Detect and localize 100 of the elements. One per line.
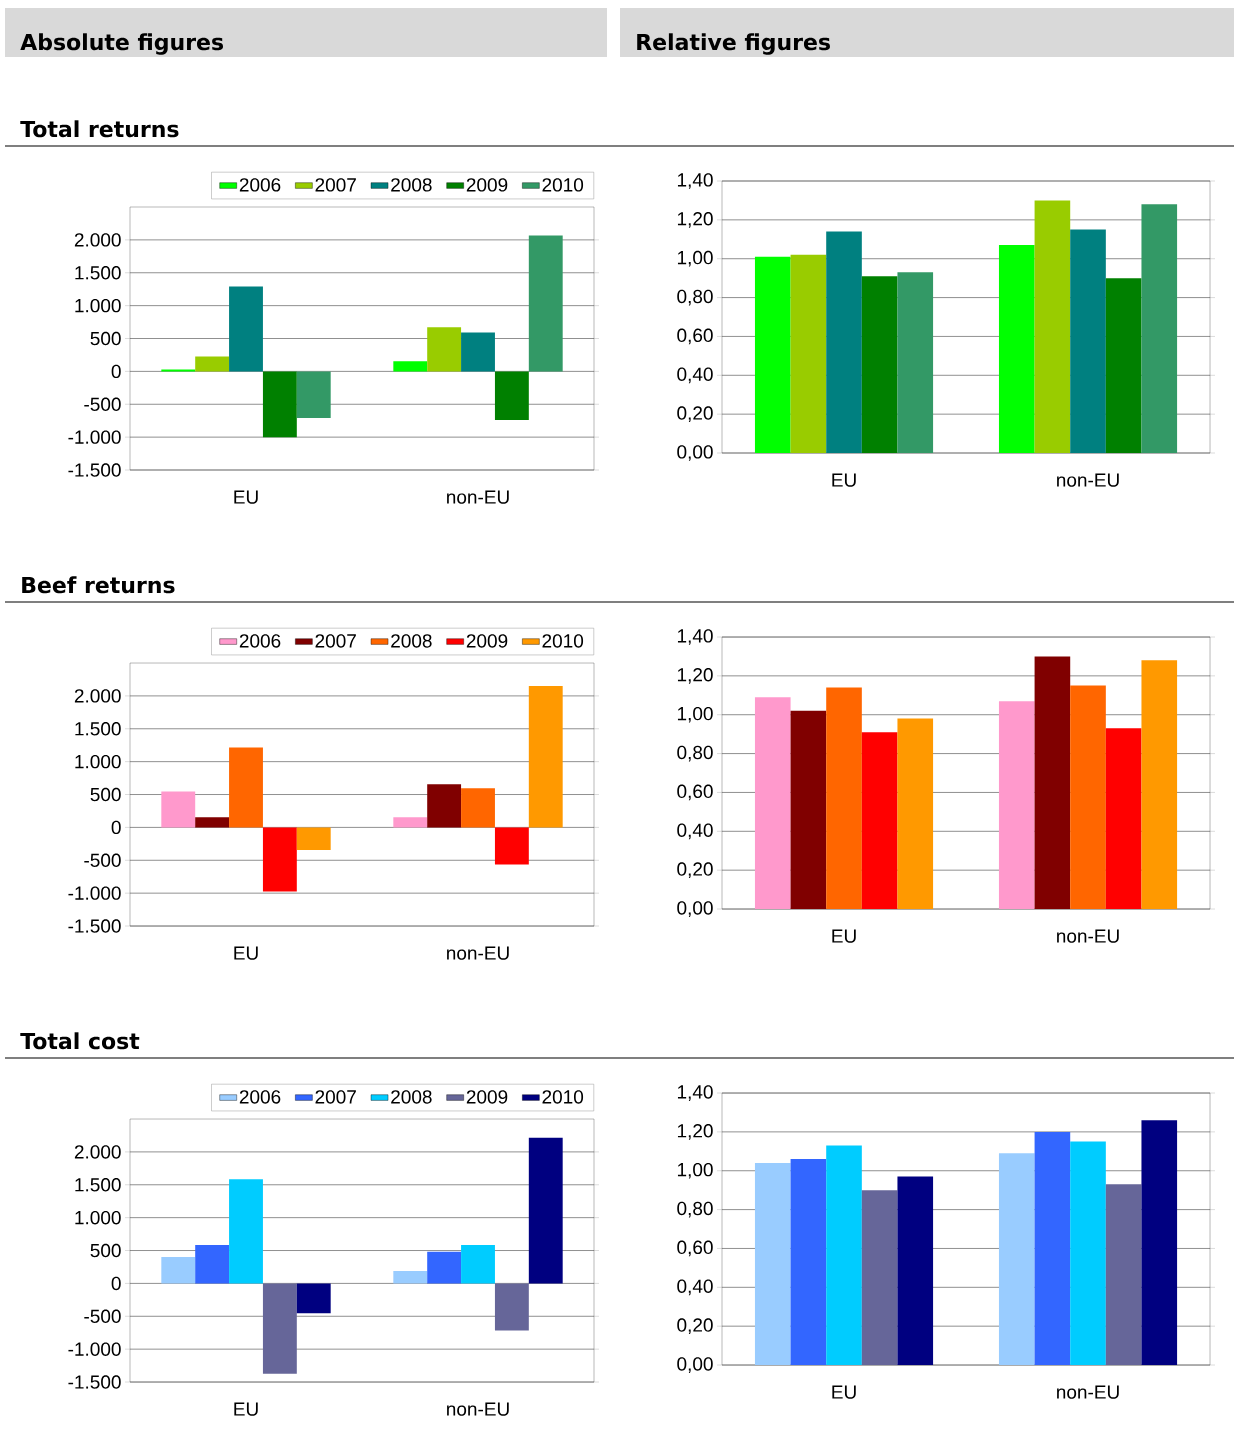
legend-label: 2009: [466, 178, 508, 192]
y-tick-label: 1,40: [677, 629, 713, 645]
x-tick-label: EU: [234, 946, 258, 960]
legend-label: 2008: [391, 178, 432, 192]
y-tick-label: -1.500: [68, 919, 121, 933]
bar: [262, 1283, 297, 1374]
legend-label: 2010: [542, 634, 584, 648]
bar: [296, 371, 331, 419]
bar: [998, 701, 1035, 910]
bar: [494, 1283, 529, 1331]
y-tick-label: 0,80: [677, 745, 713, 762]
bar: [1034, 1131, 1071, 1366]
bar: [790, 1159, 827, 1366]
y-tick-label: -1.000: [68, 886, 121, 900]
bar: [161, 791, 196, 828]
chart-title: Total returns: [20, 120, 179, 138]
bar: [494, 371, 529, 421]
legend-label: 2006: [239, 1090, 281, 1104]
chart-subtitle: Relative figures: [637, 33, 830, 55]
y-tick-label: 1.000: [75, 1210, 121, 1225]
legend-label: 2009: [466, 634, 508, 648]
bar: [754, 697, 791, 910]
bar: [754, 1162, 791, 1366]
y-tick-label: 1,20: [677, 668, 713, 684]
y-tick-label: 0,60: [677, 1240, 713, 1257]
y-tick-label: 1.500: [75, 266, 121, 280]
y-tick-label: 0,00: [677, 901, 713, 917]
bar: [790, 710, 827, 910]
y-tick-label: 1,40: [677, 173, 713, 189]
bar: [1105, 1184, 1142, 1366]
chart-title: Beef returns: [22, 576, 175, 594]
y-tick-label: 1,40: [677, 1085, 713, 1101]
x-tick-label: EU: [832, 1385, 856, 1399]
bar: [861, 732, 898, 910]
x-tick-label: EU: [832, 473, 856, 487]
bar: [461, 788, 495, 828]
bar: [427, 784, 462, 828]
bar: [1070, 229, 1106, 454]
y-tick-label: 1,00: [677, 250, 713, 267]
legend-label: 2006: [239, 178, 281, 192]
bar: [528, 235, 563, 372]
y-tick-label: 0: [111, 364, 121, 379]
y-tick-label: 1.000: [75, 298, 121, 313]
y-tick-label: 1,20: [677, 212, 713, 228]
y-tick-label: 0,80: [677, 289, 713, 306]
bar: [229, 1179, 263, 1284]
bar: [296, 1283, 331, 1314]
bar: [897, 1176, 934, 1366]
bar: [262, 371, 297, 438]
bar: [393, 817, 428, 828]
y-tick-label: 2.000: [74, 689, 121, 703]
bar: [1070, 1141, 1106, 1366]
x-tick-label: non-EU: [447, 490, 509, 504]
bar: [1105, 728, 1142, 910]
x-tick-label: non-EU: [447, 946, 509, 960]
y-tick-label: 1,00: [677, 706, 713, 723]
bar: [461, 332, 495, 372]
bar: [229, 747, 263, 828]
bar: [826, 231, 862, 454]
y-tick-label: 500: [90, 787, 121, 802]
y-tick-label: -1.500: [68, 1375, 121, 1389]
bar: [1141, 1120, 1178, 1366]
y-tick-label: 0,60: [677, 784, 713, 801]
bar: [998, 245, 1035, 454]
bar: [1141, 204, 1178, 454]
x-tick-label: EU: [234, 490, 258, 504]
y-tick-label: 0,60: [677, 328, 713, 345]
y-tick-label: 1.500: [75, 1178, 121, 1192]
bar: [229, 286, 263, 372]
y-tick-label: 0: [111, 820, 121, 835]
y-tick-label: 500: [90, 331, 121, 346]
bar: [528, 1137, 563, 1284]
y-tick-label: 0,20: [677, 406, 713, 423]
bar: [427, 1251, 462, 1284]
y-tick-label: 0,00: [677, 1357, 713, 1373]
legend-label: 2008: [391, 634, 432, 648]
bar: [826, 687, 862, 910]
y-tick-label: 2.000: [74, 1145, 121, 1159]
y-tick-label: -1.500: [68, 463, 121, 477]
legend-label: 2010: [542, 178, 584, 192]
y-tick-label: 500: [90, 1243, 121, 1258]
bar: [1034, 656, 1071, 910]
bar: [195, 1244, 230, 1284]
y-tick-label: -500: [84, 397, 121, 411]
y-tick-label: 1.000: [75, 754, 121, 769]
y-tick-label: -1.000: [68, 1342, 121, 1356]
bar: [897, 272, 934, 454]
chart-title: Total cost: [20, 1032, 140, 1050]
bar: [393, 361, 428, 372]
y-tick-label: 0,40: [677, 367, 713, 384]
y-tick-label: 0,20: [677, 1318, 713, 1335]
bar: [861, 1190, 898, 1366]
y-tick-label: 0,40: [677, 823, 713, 840]
bar: [528, 686, 563, 828]
y-tick-label: 1,20: [677, 1124, 713, 1140]
y-tick-label: 0,20: [677, 862, 713, 879]
bar: [790, 254, 827, 454]
bar: [1105, 278, 1142, 454]
legend-label: 2009: [466, 1090, 508, 1104]
y-tick-label: 1.500: [75, 722, 121, 736]
